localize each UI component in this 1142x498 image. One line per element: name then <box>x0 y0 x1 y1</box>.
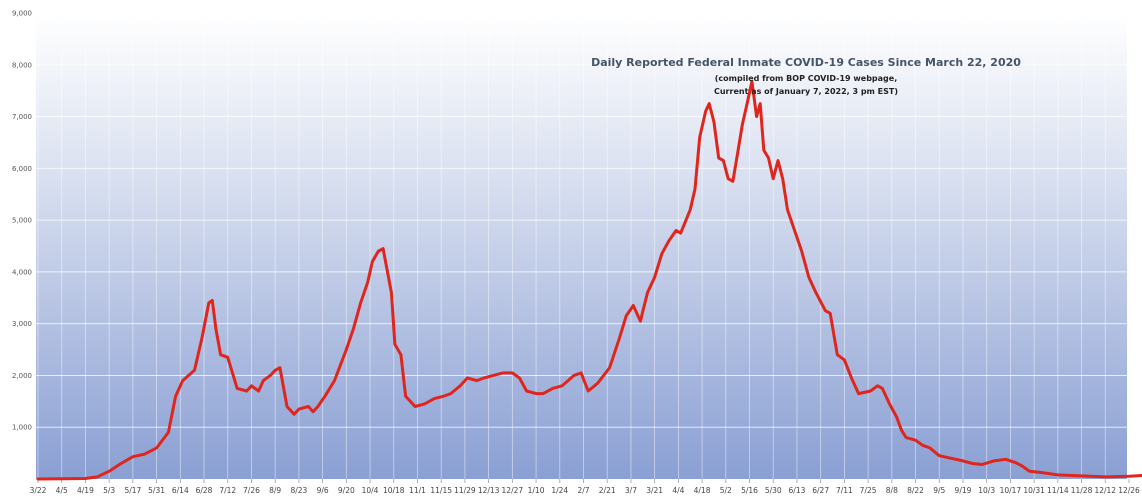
x-tick-label: 5/16 <box>741 486 758 495</box>
y-tick-label: 8,000 <box>12 61 32 69</box>
x-tick-label: 12/26 <box>1118 486 1140 495</box>
x-tick-label: 2/21 <box>599 486 616 495</box>
x-tick-label: 1/10 <box>528 486 545 495</box>
chart-subtitle-line-2: Current as of January 7, 2022, 3 pm EST) <box>714 87 898 96</box>
y-tick-label: 5,000 <box>12 217 32 225</box>
x-tick-label: 7/25 <box>860 486 877 495</box>
x-tick-label: 3/22 <box>30 486 47 495</box>
x-tick-label: 8/9 <box>269 486 281 495</box>
x-tick-label: 9/6 <box>317 486 329 495</box>
x-tick-label: 11/15 <box>430 486 452 495</box>
x-tick-label: 4/5 <box>56 486 68 495</box>
x-tick-label: 3/7 <box>625 486 637 495</box>
x-axis: 3/22 4/5 4/19 5/3 5/17 5/31 6/14 6/28 7/12 7/26 8/… <box>30 479 1140 495</box>
x-tick-label: 6/28 <box>196 486 213 495</box>
x-tick-label: 4/18 <box>694 486 711 495</box>
x-tick-label: 11/28 <box>1071 486 1093 495</box>
x-tick-label: 10/18 <box>383 486 405 495</box>
x-tick-label: 1/24 <box>551 486 568 495</box>
x-tick-label: 8/8 <box>886 486 898 495</box>
x-tick-label: 12/13 <box>478 486 500 495</box>
x-tick-label: 9/5 <box>933 486 945 495</box>
x-tick-label: 7/12 <box>219 486 236 495</box>
chart-subtitle-line-1: (compiled from BOP COVID-19 webpage, <box>715 74 897 83</box>
x-tick-label: 11/1 <box>409 486 426 495</box>
x-tick-label: 5/31 <box>148 486 165 495</box>
y-tick-label: 7,000 <box>12 113 32 121</box>
y-tick-label: 1,000 <box>12 424 32 432</box>
x-tick-label: 10/17 <box>1000 486 1022 495</box>
x-tick-label: 11/14 <box>1047 486 1069 495</box>
x-tick-label: 6/27 <box>812 486 829 495</box>
x-tick-label: 4/19 <box>77 486 94 495</box>
x-tick-label: 7/11 <box>836 486 853 495</box>
x-tick-label: 3/21 <box>646 486 663 495</box>
x-tick-label: 6/14 <box>172 486 189 495</box>
x-tick-label: 9/20 <box>338 486 355 495</box>
chart-title: Daily Reported Federal Inmate COVID-19 C… <box>591 56 1021 69</box>
x-tick-label: 10/4 <box>362 486 379 495</box>
plot-background <box>36 13 1127 479</box>
x-tick-label: 5/17 <box>124 486 141 495</box>
series-layer <box>36 79 1142 481</box>
y-axis: 1,000 2,000 3,000 4,000 5,000 6,000 7,000 8,000… <box>12 10 32 432</box>
y-tick-label: 4,000 <box>12 268 32 276</box>
x-tick-label: 10/3 <box>978 486 995 495</box>
y-tick-label: 9,000 <box>12 10 32 18</box>
y-tick-label: 2,000 <box>12 372 32 380</box>
x-tick-label: 5/2 <box>720 486 732 495</box>
x-tick-label: 10/31 <box>1023 486 1045 495</box>
x-tick-label: 8/23 <box>290 486 307 495</box>
series-line <box>36 79 1142 481</box>
y-tick-label: 3,000 <box>12 320 32 328</box>
y-tick-label: 6,000 <box>12 165 32 173</box>
x-tick-label: 5/3 <box>103 486 115 495</box>
grid-layer <box>36 12 1130 479</box>
x-tick-label: 12/27 <box>502 486 524 495</box>
x-tick-label: 9/19 <box>955 486 972 495</box>
x-tick-label: 12/12 <box>1094 486 1116 495</box>
x-tick-label: 7/26 <box>243 486 260 495</box>
x-tick-label: 6/13 <box>789 486 806 495</box>
x-tick-label: 8/22 <box>907 486 924 495</box>
x-tick-label: 2/7 <box>577 486 589 495</box>
x-tick-label: 5/30 <box>765 486 782 495</box>
x-tick-label: 4/4 <box>672 486 684 495</box>
x-tick-label: 11/29 <box>454 486 476 495</box>
